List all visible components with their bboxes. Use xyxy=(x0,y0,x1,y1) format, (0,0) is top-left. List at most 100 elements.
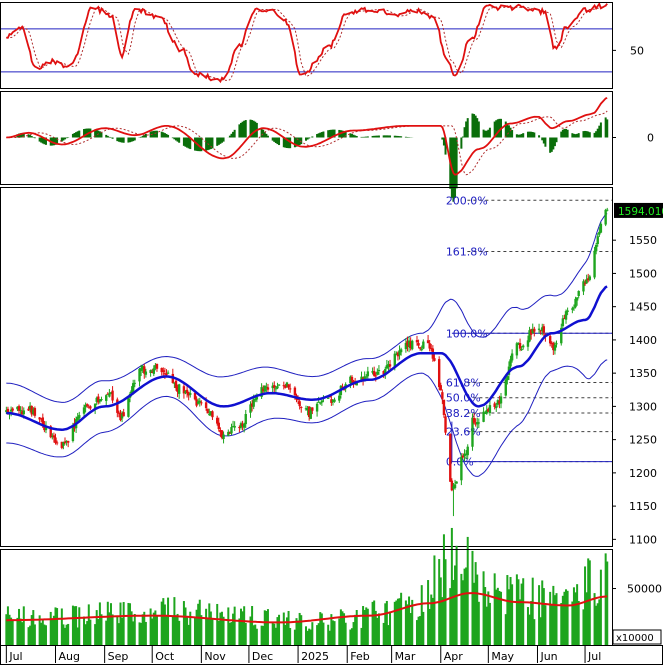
volume-tick-label: 50000 xyxy=(627,583,662,596)
candle-body xyxy=(199,401,201,403)
candle-body xyxy=(19,410,21,411)
volume-bar xyxy=(522,578,524,645)
candle-body xyxy=(53,435,55,437)
candle-body xyxy=(275,388,277,389)
candle-body xyxy=(132,383,134,392)
candle-body xyxy=(316,404,318,412)
candle-body xyxy=(116,399,118,412)
candle-body xyxy=(289,388,291,389)
candle-body xyxy=(287,384,289,387)
candle-body xyxy=(543,326,545,332)
volume-bar xyxy=(311,622,313,645)
candle-body xyxy=(595,245,597,251)
price-tick-label: 1350 xyxy=(629,367,657,380)
price-tick-label: 1450 xyxy=(629,301,657,314)
candle-body xyxy=(373,371,375,376)
fib-level-label: 161.8% xyxy=(446,245,488,258)
x-tick-label: Jul xyxy=(587,650,601,663)
candle-body xyxy=(189,393,191,395)
volume-bar xyxy=(556,593,558,645)
volume-bar xyxy=(34,624,36,645)
candle-body xyxy=(200,402,202,403)
volume-bar xyxy=(100,614,102,645)
volume-bar xyxy=(511,584,513,645)
candle-body xyxy=(571,308,573,309)
x-tick-label: Mar xyxy=(395,650,416,663)
candle-body xyxy=(222,435,224,440)
volume-bar xyxy=(167,598,169,645)
candle-body xyxy=(175,381,177,388)
candle-body xyxy=(34,408,36,416)
price-tick-label: 1300 xyxy=(629,400,657,413)
volume-bar xyxy=(134,614,136,645)
x-tick-label: Dec xyxy=(252,650,273,663)
volume-bar xyxy=(600,570,602,645)
candle-body xyxy=(443,400,445,415)
x-tick-label: Oct xyxy=(155,650,175,663)
macd-tick-label: 0 xyxy=(647,132,654,145)
volume-bar xyxy=(78,607,80,645)
volume-bar xyxy=(234,607,236,645)
candle-body xyxy=(86,404,88,406)
candle-body xyxy=(178,384,180,394)
volume-bar xyxy=(67,624,69,645)
candle-body xyxy=(165,374,167,375)
x-tick-label: 2025 xyxy=(301,650,329,663)
candle-body xyxy=(273,385,275,388)
candle-body xyxy=(127,398,129,416)
candle-body xyxy=(56,442,58,443)
volume-bar xyxy=(400,593,402,645)
volume-bar xyxy=(145,622,147,645)
price-tick-label: 1100 xyxy=(629,533,657,546)
rsi-tick-label: 50 xyxy=(630,44,644,57)
candle-body xyxy=(444,417,446,433)
candle-body xyxy=(454,484,456,488)
candle-body xyxy=(227,432,229,436)
candle-body xyxy=(600,224,602,233)
candle-body xyxy=(522,346,524,348)
volume-bar xyxy=(289,628,291,645)
candle-body xyxy=(298,401,300,406)
volume-bar xyxy=(422,612,424,645)
candle-body xyxy=(134,383,136,384)
candle-body xyxy=(218,423,220,429)
candle-body xyxy=(604,210,606,225)
candle-body xyxy=(566,310,568,311)
candle-body xyxy=(578,291,580,296)
candle-body xyxy=(422,342,424,349)
candle-body xyxy=(562,318,564,326)
candle-body xyxy=(319,402,321,403)
x-tick-label: Nov xyxy=(204,650,226,663)
candle-body xyxy=(478,422,480,423)
candle-body xyxy=(206,409,208,414)
candle-body xyxy=(264,386,266,392)
candle-body xyxy=(278,385,280,386)
candle-body xyxy=(582,281,584,291)
x-tick-label: Jul xyxy=(8,650,22,663)
volume-bar xyxy=(367,609,369,645)
candle-body xyxy=(378,370,380,371)
candle-body xyxy=(311,407,313,410)
volume-bar xyxy=(467,537,469,645)
fib-level-label: 50.0% xyxy=(446,392,481,405)
candle-body xyxy=(194,393,196,400)
volume-bar xyxy=(245,623,247,645)
candle-body xyxy=(145,372,147,375)
candle-body xyxy=(89,406,91,408)
candle-body xyxy=(421,349,423,350)
candle-body xyxy=(78,415,80,418)
candle-body xyxy=(233,426,235,428)
candle-body xyxy=(167,373,169,374)
volume-bar xyxy=(178,621,180,645)
candle-body xyxy=(267,387,269,389)
candle-body xyxy=(83,407,85,413)
candle-body xyxy=(533,329,535,332)
volume-bar xyxy=(89,620,91,645)
candle-body xyxy=(519,343,521,349)
candle-body xyxy=(467,447,469,456)
candle-body xyxy=(576,297,578,300)
candle-body xyxy=(230,427,232,433)
volume-bar xyxy=(267,609,269,645)
price-tick-label: 1150 xyxy=(629,500,657,513)
candle-body xyxy=(108,393,110,396)
